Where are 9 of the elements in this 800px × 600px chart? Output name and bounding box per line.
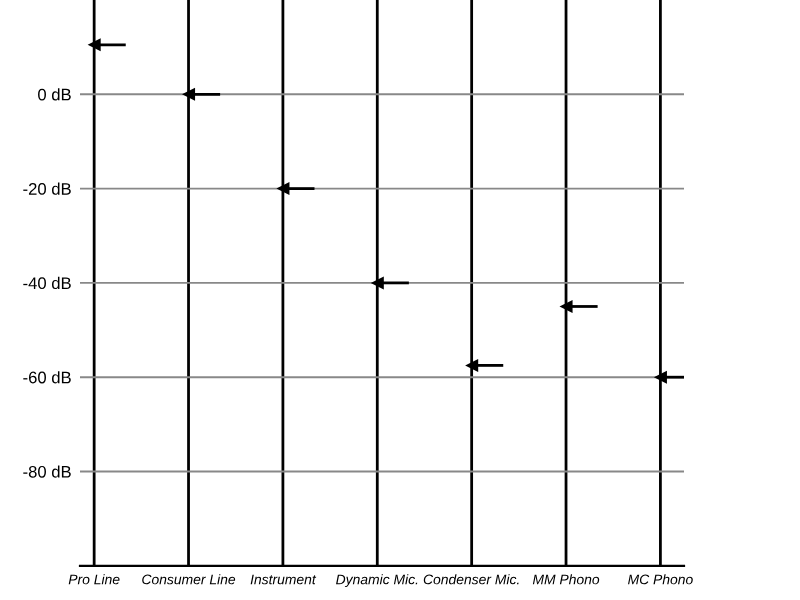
point xyxy=(370,276,384,290)
y-tick-label: 0 dB xyxy=(38,88,71,101)
point xyxy=(559,299,573,313)
y-tick-label: -20 dB xyxy=(23,182,71,195)
point xyxy=(653,370,667,384)
y-tick-label: -80 dB xyxy=(23,465,71,478)
y-tick-label: -40 dB xyxy=(23,276,71,290)
y-tick-label: -60 dB xyxy=(23,371,71,384)
point xyxy=(87,38,101,52)
